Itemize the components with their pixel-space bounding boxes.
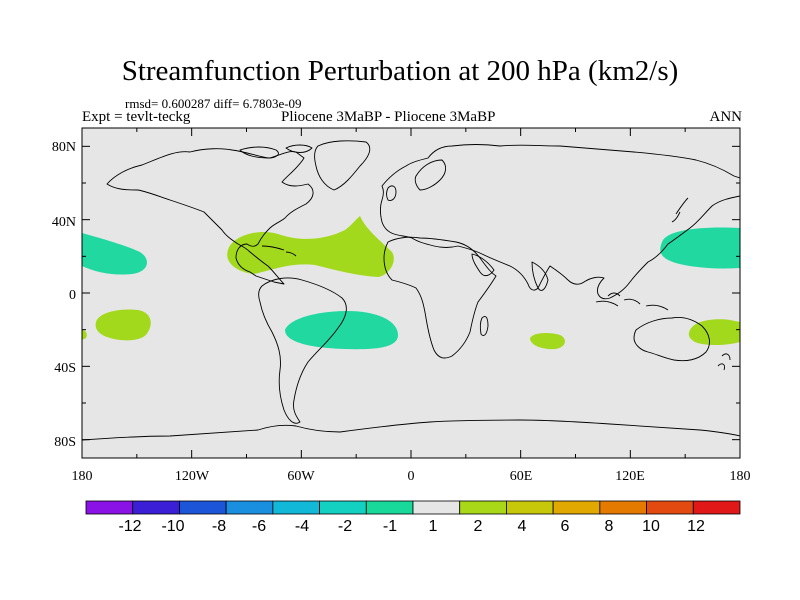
coastline-british-isles [386, 185, 397, 201]
coastline-greenland [314, 140, 371, 191]
lon-label: 0 [408, 469, 415, 484]
colorbar-swatch [179, 500, 227, 515]
experiment-label: Expt = tevlt-teckg [82, 109, 191, 125]
coastlines [82, 140, 740, 441]
coastline-australia [633, 317, 710, 362]
colorbar-swatch [132, 500, 180, 515]
colorbar-label: 4 [518, 518, 527, 535]
pos-anomaly-southeast-pacific [95, 309, 151, 341]
colorbar-label: 10 [642, 518, 660, 535]
coastline-japan [671, 197, 689, 223]
colorbar-swatch [272, 500, 320, 515]
coastline-arabia [471, 253, 495, 277]
colorbar-label: 8 [605, 518, 614, 535]
lon-label: 180 [72, 469, 93, 484]
coastline-arctic-islands [239, 144, 313, 159]
colorbar-swatch [552, 500, 601, 515]
lon-label: 180 [730, 469, 751, 484]
coastline-indonesia [595, 292, 669, 311]
colorbar-label: 2 [474, 518, 483, 535]
coastline-new-zealand [717, 353, 731, 371]
lon-label: 120E [615, 469, 645, 484]
lat-label: 80S [54, 435, 76, 450]
coastline-antarctica [82, 419, 740, 441]
colorbar-swatch [646, 500, 694, 515]
coastline-india [531, 261, 549, 291]
axis-ticks [81, 128, 741, 458]
neg-anomaly-south-atlantic [285, 311, 398, 350]
pos-anomaly-south-indian [530, 333, 565, 350]
colorbar-swatch [225, 500, 274, 515]
map-title: Streamfunction Perturbation at 200 hPa (… [121, 55, 679, 87]
colorbar-label: -8 [212, 518, 226, 535]
lat-label: 40N [52, 215, 76, 230]
colorbar-swatch [412, 500, 461, 515]
colorbar [85, 500, 741, 515]
anomaly-contours [82, 216, 740, 350]
colorbar-label: -6 [252, 518, 266, 535]
colorbar-swatch [85, 500, 134, 515]
colorbar-swatch [506, 500, 554, 515]
colorbar-label: -10 [161, 518, 184, 535]
comparison-label: Pliocene 3MaBP - Pliocene 3MaBP [281, 109, 496, 125]
season-label: ANN [709, 109, 743, 125]
colorbar-label: 6 [561, 518, 570, 535]
colorbar-label: -4 [295, 518, 309, 535]
coastline-madagascar [479, 315, 489, 337]
stats-line: rmsd= 0.600287 diff= 6.7803e-09 [125, 96, 302, 111]
pos-anomaly-west-edge [82, 330, 87, 340]
lat-label: 0 [69, 288, 76, 303]
coastline-eurasia [380, 144, 740, 300]
colorbar-swatch [365, 500, 414, 515]
colorbar-label: -2 [338, 518, 352, 535]
colorbar-swatch [692, 500, 741, 515]
colorbar-label: -12 [118, 518, 141, 535]
coastline-africa [383, 236, 497, 359]
colorbar-swatch [599, 500, 647, 515]
neg-anomaly-north-pacific [82, 233, 147, 275]
colorbar-swatch [319, 500, 367, 515]
lat-label: 40S [54, 361, 76, 376]
colorbar-labels: -12 -10 -8 -6 -4 -2 -1 1 2 4 6 8 10 12 [118, 518, 705, 535]
pos-anomaly-atlantic [227, 216, 394, 277]
colorbar-swatch [459, 500, 507, 515]
lon-label: 120W [175, 469, 210, 484]
longitude-axis: 180 120W 60W 0 60E 120E 180 [72, 469, 751, 484]
colorbar-label: 12 [687, 518, 705, 535]
coastline-caribbean [261, 245, 297, 257]
coastline-scandinavia [414, 159, 447, 191]
lat-label: 80N [52, 140, 76, 155]
coastline-south-america [258, 277, 347, 424]
latitude-axis: 80N 40N 0 40S 80S [52, 140, 76, 450]
ocean-background [82, 128, 740, 458]
lon-label: 60E [510, 469, 533, 484]
colorbar-label: 1 [429, 518, 438, 535]
lon-label: 60W [287, 469, 315, 484]
neg-anomaly-west-pacific [660, 227, 740, 269]
colorbar-label: -1 [383, 518, 397, 535]
